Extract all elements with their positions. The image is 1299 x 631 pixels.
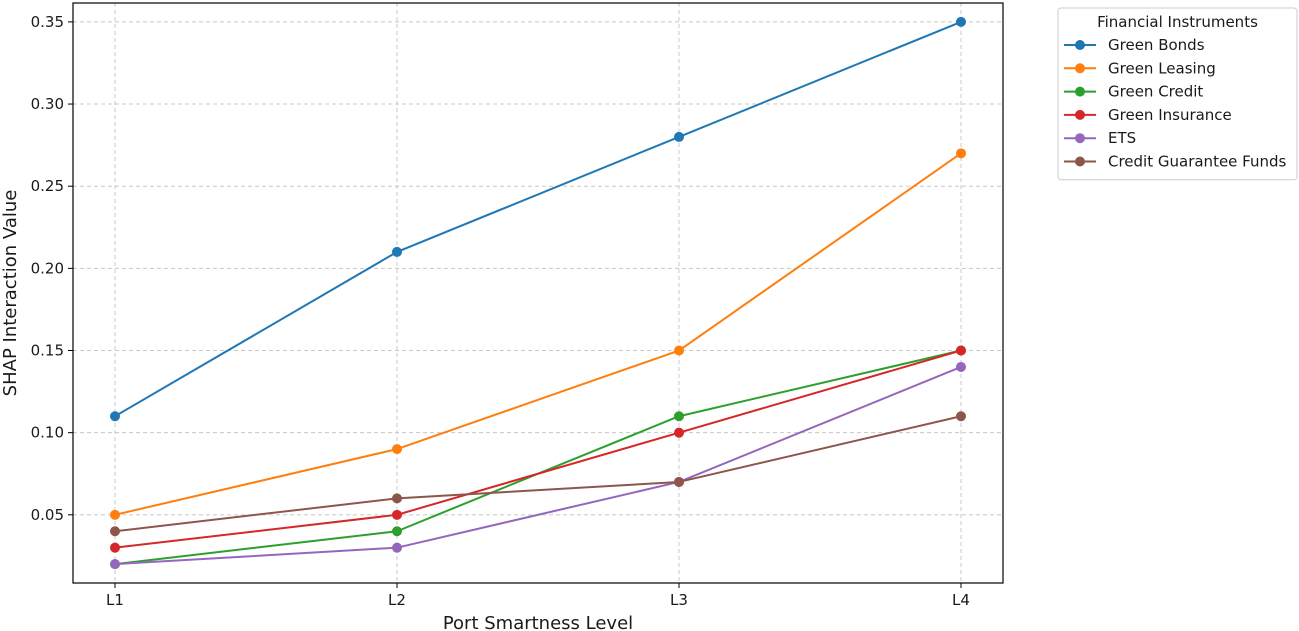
data-point	[110, 542, 120, 553]
series-green-credit	[110, 345, 966, 570]
data-point	[956, 361, 966, 372]
data-point	[392, 246, 402, 257]
data-point	[674, 411, 684, 422]
legend-swatch-marker	[1075, 40, 1085, 50]
y-axis: 0.05 0.10 0.15 0.20 0.25 0.30 0.35	[31, 13, 73, 524]
legend-item: Green Insurance	[1064, 106, 1232, 124]
data-point	[674, 131, 684, 142]
y-tick-label: 0.35	[31, 13, 64, 31]
x-axis: L1 L2 L3 L4	[106, 583, 970, 609]
y-axis-label: SHAP Interaction Value	[0, 190, 21, 397]
data-point	[674, 476, 684, 487]
series-green-bonds	[110, 16, 966, 422]
legend-swatch-marker	[1075, 133, 1085, 144]
series-line	[114, 349, 962, 549]
data-point	[392, 542, 402, 553]
y-tick-label: 0.05	[31, 506, 64, 524]
data-point	[110, 526, 120, 537]
grid	[73, 3, 1003, 583]
legend-item: Green Credit	[1064, 83, 1203, 101]
legend-label: Green Bonds	[1108, 36, 1205, 54]
legend-swatch-marker	[1075, 63, 1085, 74]
data-point	[674, 427, 684, 438]
data-point	[392, 493, 402, 504]
x-tick-label: L4	[952, 591, 970, 609]
legend-item: ETS	[1064, 129, 1136, 147]
data-point	[110, 509, 120, 520]
data-point	[956, 345, 966, 356]
x-tick-label: L2	[388, 591, 406, 609]
series-green-leasing	[110, 148, 966, 520]
series-credit-guarantee-funds	[110, 411, 966, 537]
series-line	[114, 20, 962, 418]
x-axis-label: Port Smartness Level	[443, 613, 633, 631]
legend-item: Credit Guarantee Funds	[1064, 153, 1287, 171]
legend-label: Green Insurance	[1108, 106, 1232, 124]
legend-box	[1057, 7, 1298, 181]
data-point	[110, 411, 120, 422]
series-group	[110, 16, 966, 570]
data-point	[110, 559, 120, 570]
legend-swatch-marker	[1075, 86, 1085, 97]
legend-item: Green Bonds	[1064, 36, 1205, 54]
series-ets	[110, 361, 966, 570]
y-tick-label: 0.25	[31, 177, 64, 195]
y-tick-label: 0.30	[31, 95, 64, 113]
y-tick-label: 0.10	[31, 424, 64, 442]
series-green-insurance	[110, 345, 966, 553]
legend: Financial Instruments Green Bonds Green L…	[1057, 7, 1298, 181]
legend-label: Credit Guarantee Funds	[1108, 153, 1287, 171]
data-point	[674, 345, 684, 356]
x-tick-label: L1	[106, 591, 124, 609]
x-tick-label: L3	[670, 591, 688, 609]
data-point	[956, 16, 966, 27]
series-line	[114, 152, 962, 516]
data-point	[392, 526, 402, 537]
series-line	[114, 366, 962, 566]
legend-title: Financial Instruments	[1097, 13, 1258, 31]
legend-item: Green Leasing	[1064, 59, 1216, 77]
legend-label: ETS	[1108, 129, 1136, 147]
y-tick-label: 0.20	[31, 259, 64, 277]
legend-swatch-marker	[1075, 109, 1085, 120]
data-point	[392, 444, 402, 455]
plot-frame	[72, 2, 1004, 584]
legend-label: Green Leasing	[1108, 59, 1216, 77]
legend-label: Green Credit	[1108, 83, 1203, 101]
y-tick-label: 0.15	[31, 342, 64, 360]
legend-swatch-marker	[1075, 156, 1085, 167]
data-point	[392, 509, 402, 520]
legend-items: Green Bonds Green Leasing Green Credit Gree…	[1064, 36, 1287, 171]
data-point	[956, 148, 966, 159]
data-point	[956, 411, 966, 422]
series-line	[114, 415, 962, 533]
